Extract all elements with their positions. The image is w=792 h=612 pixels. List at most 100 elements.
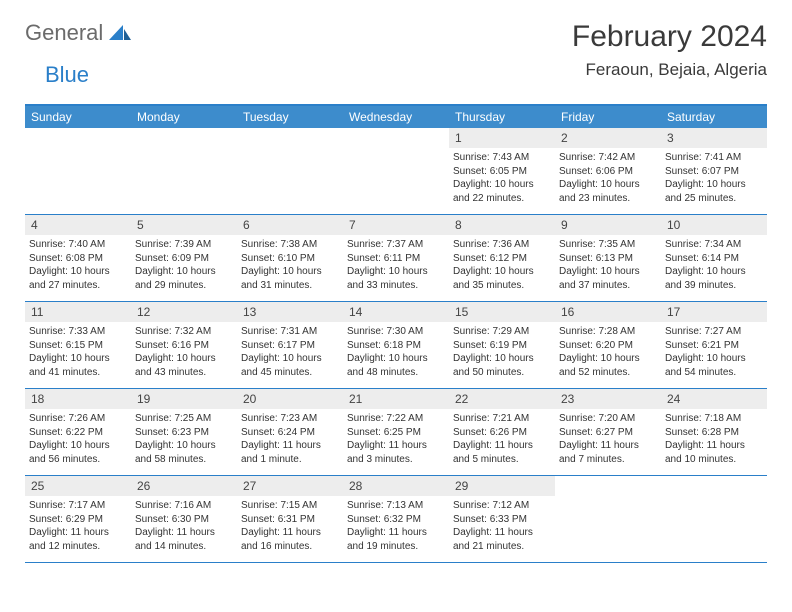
sunset-line: Sunset: 6:08 PM [29, 252, 127, 266]
day-cell: 16Sunrise: 7:28 AMSunset: 6:20 PMDayligh… [555, 302, 661, 388]
sunset-line: Sunset: 6:25 PM [347, 426, 445, 440]
daylight-line: Daylight: 10 hours and 48 minutes. [347, 352, 445, 379]
day-cell: 8Sunrise: 7:36 AMSunset: 6:12 PMDaylight… [449, 215, 555, 301]
day-number: 13 [237, 302, 343, 322]
daylight-line: Daylight: 10 hours and 56 minutes. [29, 439, 127, 466]
sunset-line: Sunset: 6:32 PM [347, 513, 445, 527]
sunset-line: Sunset: 6:17 PM [241, 339, 339, 353]
sunrise-line: Sunrise: 7:27 AM [665, 325, 763, 339]
day-cell: 6Sunrise: 7:38 AMSunset: 6:10 PMDaylight… [237, 215, 343, 301]
sunrise-line: Sunrise: 7:33 AM [29, 325, 127, 339]
sunset-line: Sunset: 6:10 PM [241, 252, 339, 266]
sunset-line: Sunset: 6:09 PM [135, 252, 233, 266]
daylight-line: Daylight: 11 hours and 5 minutes. [453, 439, 551, 466]
daylight-line: Daylight: 11 hours and 19 minutes. [347, 526, 445, 553]
day-cell: 15Sunrise: 7:29 AMSunset: 6:19 PMDayligh… [449, 302, 555, 388]
sunrise-line: Sunrise: 7:15 AM [241, 499, 339, 513]
day-cell: 11Sunrise: 7:33 AMSunset: 6:15 PMDayligh… [25, 302, 131, 388]
sunrise-line: Sunrise: 7:34 AM [665, 238, 763, 252]
sunset-line: Sunset: 6:29 PM [29, 513, 127, 527]
day-number: 27 [237, 476, 343, 496]
sunrise-line: Sunrise: 7:13 AM [347, 499, 445, 513]
day-cell: 22Sunrise: 7:21 AMSunset: 6:26 PMDayligh… [449, 389, 555, 475]
sunset-line: Sunset: 6:27 PM [559, 426, 657, 440]
day-cell: 23Sunrise: 7:20 AMSunset: 6:27 PMDayligh… [555, 389, 661, 475]
daylight-line: Daylight: 10 hours and 23 minutes. [559, 178, 657, 205]
sunrise-line: Sunrise: 7:42 AM [559, 151, 657, 165]
daylight-line: Daylight: 10 hours and 33 minutes. [347, 265, 445, 292]
daylight-line: Daylight: 10 hours and 54 minutes. [665, 352, 763, 379]
daylight-line: Daylight: 11 hours and 10 minutes. [665, 439, 763, 466]
sunrise-line: Sunrise: 7:43 AM [453, 151, 551, 165]
sunset-line: Sunset: 6:33 PM [453, 513, 551, 527]
day-cell: 9Sunrise: 7:35 AMSunset: 6:13 PMDaylight… [555, 215, 661, 301]
daylight-line: Daylight: 11 hours and 16 minutes. [241, 526, 339, 553]
daylight-line: Daylight: 11 hours and 21 minutes. [453, 526, 551, 553]
daylight-line: Daylight: 11 hours and 14 minutes. [135, 526, 233, 553]
calendar: SundayMondayTuesdayWednesdayThursdayFrid… [25, 104, 767, 563]
day-cell: 5Sunrise: 7:39 AMSunset: 6:09 PMDaylight… [131, 215, 237, 301]
daylight-line: Daylight: 11 hours and 3 minutes. [347, 439, 445, 466]
daylight-line: Daylight: 10 hours and 43 minutes. [135, 352, 233, 379]
sunset-line: Sunset: 6:14 PM [665, 252, 763, 266]
week-row: 4Sunrise: 7:40 AMSunset: 6:08 PMDaylight… [25, 215, 767, 302]
dow-cell: Saturday [661, 106, 767, 128]
sunrise-line: Sunrise: 7:20 AM [559, 412, 657, 426]
sunrise-line: Sunrise: 7:29 AM [453, 325, 551, 339]
sunset-line: Sunset: 6:07 PM [665, 165, 763, 179]
day-number: 2 [555, 128, 661, 148]
day-number: 16 [555, 302, 661, 322]
sunset-line: Sunset: 6:22 PM [29, 426, 127, 440]
daylight-line: Daylight: 10 hours and 27 minutes. [29, 265, 127, 292]
logo: General [25, 20, 133, 46]
daylight-line: Daylight: 11 hours and 7 minutes. [559, 439, 657, 466]
sunrise-line: Sunrise: 7:21 AM [453, 412, 551, 426]
dow-cell: Friday [555, 106, 661, 128]
sunrise-line: Sunrise: 7:22 AM [347, 412, 445, 426]
day-number: 10 [661, 215, 767, 235]
day-cell [237, 128, 343, 214]
day-number: 15 [449, 302, 555, 322]
daylight-line: Daylight: 10 hours and 52 minutes. [559, 352, 657, 379]
days-of-week-row: SundayMondayTuesdayWednesdayThursdayFrid… [25, 106, 767, 128]
day-cell [555, 476, 661, 562]
day-cell: 3Sunrise: 7:41 AMSunset: 6:07 PMDaylight… [661, 128, 767, 214]
day-cell: 27Sunrise: 7:15 AMSunset: 6:31 PMDayligh… [237, 476, 343, 562]
day-number: 9 [555, 215, 661, 235]
sunset-line: Sunset: 6:15 PM [29, 339, 127, 353]
day-number: 1 [449, 128, 555, 148]
daylight-line: Daylight: 10 hours and 25 minutes. [665, 178, 763, 205]
sunrise-line: Sunrise: 7:23 AM [241, 412, 339, 426]
day-number: 14 [343, 302, 449, 322]
week-row: 11Sunrise: 7:33 AMSunset: 6:15 PMDayligh… [25, 302, 767, 389]
daylight-line: Daylight: 10 hours and 29 minutes. [135, 265, 233, 292]
sunset-line: Sunset: 6:16 PM [135, 339, 233, 353]
day-number: 21 [343, 389, 449, 409]
day-number: 22 [449, 389, 555, 409]
dow-cell: Thursday [449, 106, 555, 128]
day-cell: 20Sunrise: 7:23 AMSunset: 6:24 PMDayligh… [237, 389, 343, 475]
day-cell [343, 128, 449, 214]
sunrise-line: Sunrise: 7:40 AM [29, 238, 127, 252]
logo-text-blue: Blue [45, 62, 89, 87]
day-number: 24 [661, 389, 767, 409]
day-cell: 10Sunrise: 7:34 AMSunset: 6:14 PMDayligh… [661, 215, 767, 301]
day-cell: 1Sunrise: 7:43 AMSunset: 6:05 PMDaylight… [449, 128, 555, 214]
logo-text-general: General [25, 20, 103, 46]
day-cell: 13Sunrise: 7:31 AMSunset: 6:17 PMDayligh… [237, 302, 343, 388]
daylight-line: Daylight: 10 hours and 37 minutes. [559, 265, 657, 292]
sunrise-line: Sunrise: 7:18 AM [665, 412, 763, 426]
day-cell: 29Sunrise: 7:12 AMSunset: 6:33 PMDayligh… [449, 476, 555, 562]
day-cell [131, 128, 237, 214]
sunrise-line: Sunrise: 7:36 AM [453, 238, 551, 252]
sunrise-line: Sunrise: 7:26 AM [29, 412, 127, 426]
day-cell: 21 Sunrise: 7:22 AMSunset: 6:25 PMDayligh… [343, 389, 449, 475]
daylight-line: Daylight: 10 hours and 35 minutes. [453, 265, 551, 292]
sunset-line: Sunset: 6:18 PM [347, 339, 445, 353]
day-cell: 14Sunrise: 7:30 AMSunset: 6:18 PMDayligh… [343, 302, 449, 388]
sunrise-line: Sunrise: 7:38 AM [241, 238, 339, 252]
sunset-line: Sunset: 6:12 PM [453, 252, 551, 266]
day-cell: 25Sunrise: 7:17 AMSunset: 6:29 PMDayligh… [25, 476, 131, 562]
sunset-line: Sunset: 6:24 PM [241, 426, 339, 440]
sunset-line: Sunset: 6:05 PM [453, 165, 551, 179]
